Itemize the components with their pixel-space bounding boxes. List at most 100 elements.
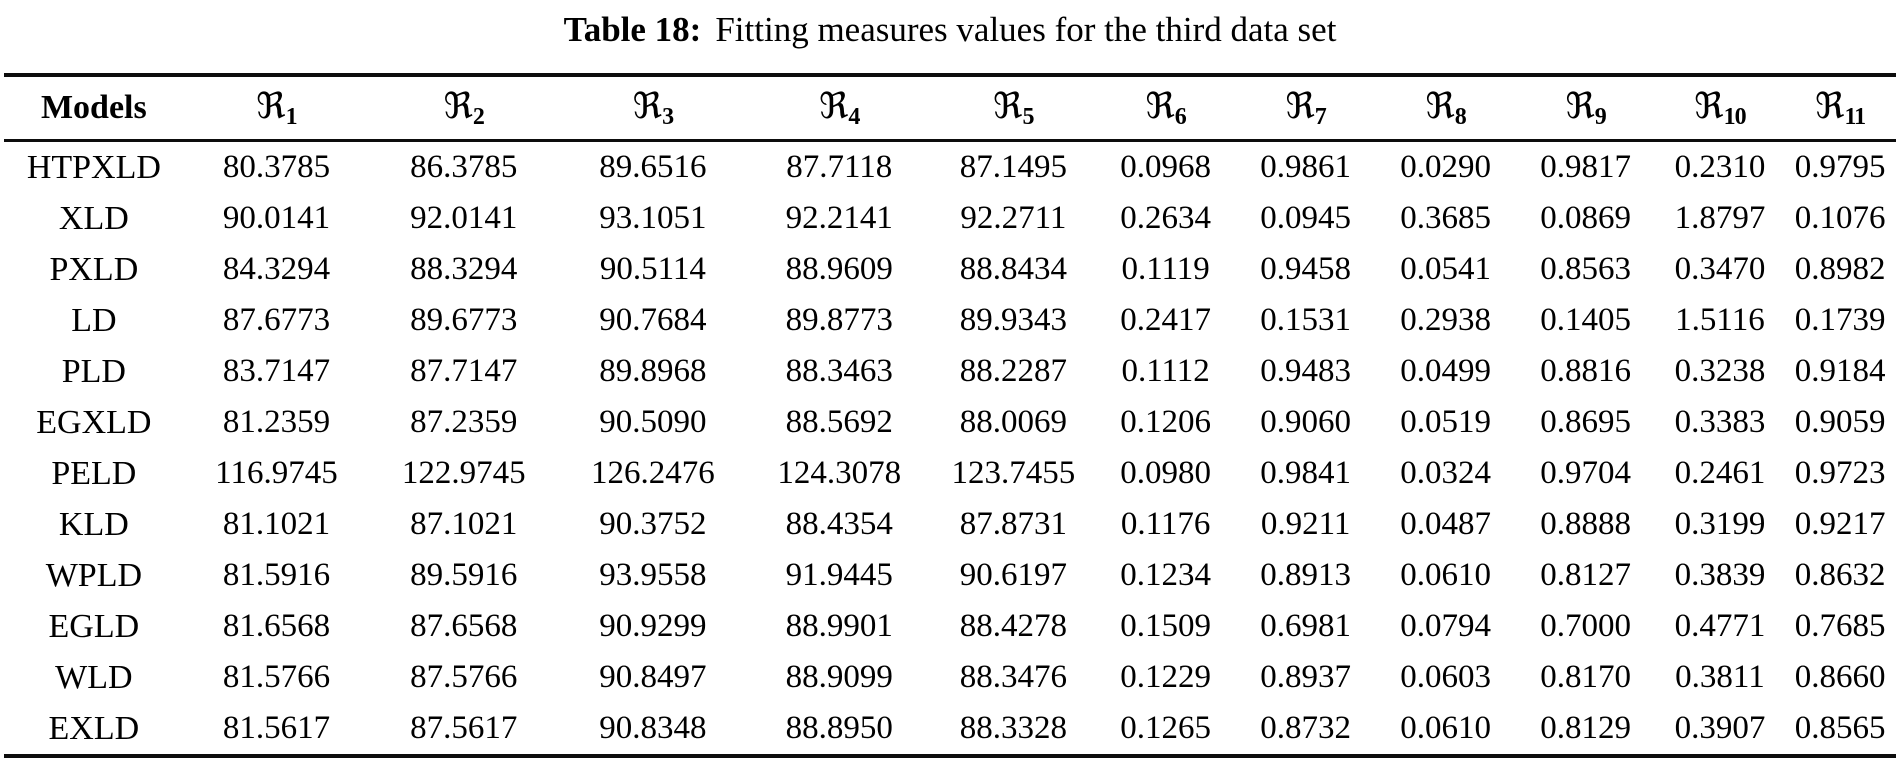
value-cell: 0.9841 <box>1260 455 1351 491</box>
value-cell: 0.1234 <box>1120 557 1211 593</box>
value-cell: 0.2310 <box>1674 149 1766 185</box>
value-cell: 0.2634 <box>1120 200 1211 236</box>
fraktur-r-subscript: 3 <box>662 103 674 130</box>
fitting-measures-table: Models ℜ1 ℜ2 ℜ3 ℜ4 ℜ5 ℜ6 ℜ7 ℜ8 ℜ9 ℜ10 ℜ11 HTPXLD 80.… <box>4 73 1896 758</box>
value-cell: 0.3238 <box>1674 353 1766 389</box>
model-cell: LD <box>71 301 117 339</box>
value-cell: 0.0499 <box>1400 353 1491 389</box>
value-cell: 0.1076 <box>1794 200 1886 236</box>
fraktur-r-subscript: 10 <box>1723 103 1747 130</box>
fraktur-r-subscript: 2 <box>472 103 485 130</box>
value-cell: 81.5766 <box>222 659 331 695</box>
value-cell: 0.9704 <box>1540 455 1631 491</box>
value-cell: 88.8950 <box>785 710 893 746</box>
value-cell: 0.2461 <box>1674 455 1766 491</box>
value-cell: 89.6773 <box>410 302 518 338</box>
value-cell: 0.7000 <box>1540 608 1631 644</box>
column-header-r6: ℜ6 <box>1096 75 1236 141</box>
value-cell: 0.2938 <box>1400 302 1491 338</box>
value-cell: 0.9059 <box>1794 404 1886 440</box>
value-cell: 0.8816 <box>1540 353 1631 389</box>
value-cell: 80.3785 <box>222 149 331 185</box>
value-cell: 81.5916 <box>222 557 331 593</box>
value-cell: 0.8732 <box>1260 710 1351 746</box>
value-cell: 0.8632 <box>1794 557 1886 593</box>
fraktur-r-symbol: ℜ <box>1694 85 1724 127</box>
value-cell: 0.8170 <box>1540 659 1631 695</box>
fraktur-r-symbol: ℜ <box>1145 85 1175 127</box>
value-cell: 124.3078 <box>777 455 902 491</box>
column-header-r2: ℜ2 <box>369 75 558 141</box>
value-cell: 90.0141 <box>222 200 331 236</box>
value-cell: 88.9901 <box>785 608 893 644</box>
value-cell: 92.2141 <box>785 200 893 236</box>
value-cell: 0.9211 <box>1260 506 1351 542</box>
value-cell: 0.4771 <box>1674 608 1766 644</box>
value-cell: 0.3383 <box>1674 404 1766 440</box>
header-row: Models ℜ1 ℜ2 ℜ3 ℜ4 ℜ5 ℜ6 ℜ7 ℜ8 ℜ9 ℜ10 ℜ11 <box>4 75 1896 141</box>
value-cell: 88.9099 <box>785 659 893 695</box>
value-cell: 0.0487 <box>1400 506 1491 542</box>
value-cell: 88.3476 <box>959 659 1067 695</box>
value-cell: 87.6773 <box>222 302 331 338</box>
value-cell: 0.0794 <box>1400 608 1491 644</box>
value-cell: 83.7147 <box>222 353 331 389</box>
fraktur-r-subscript: 5 <box>1022 103 1034 130</box>
value-cell: 0.0980 <box>1120 455 1211 491</box>
fraktur-r-subscript: 11 <box>1844 103 1866 130</box>
value-cell: 91.9445 <box>785 557 893 593</box>
table-row: EXLD 81.5617 87.5617 90.8348 88.8950 88.3328 0… <box>4 703 1896 756</box>
fraktur-r-symbol: ℜ <box>1425 85 1455 127</box>
value-cell: 0.1176 <box>1120 506 1211 542</box>
value-cell: 0.1739 <box>1794 302 1886 338</box>
value-cell: 0.9458 <box>1260 251 1351 287</box>
value-cell: 0.8695 <box>1540 404 1631 440</box>
value-cell: 92.2711 <box>960 200 1067 236</box>
value-cell: 87.2359 <box>410 404 518 440</box>
column-header-r5: ℜ5 <box>931 75 1096 141</box>
value-cell: 88.4354 <box>785 506 893 542</box>
table-caption: Table 18: Fitting measures values for the… <box>0 0 1900 54</box>
value-cell: 0.1405 <box>1540 302 1631 338</box>
value-cell: 87.7147 <box>410 353 518 389</box>
column-header-r11: ℜ11 <box>1784 75 1896 141</box>
value-cell: 0.1531 <box>1260 302 1351 338</box>
value-cell: 87.5617 <box>410 710 518 746</box>
value-cell: 90.8497 <box>599 659 707 695</box>
table-row: WLD 81.5766 87.5766 90.8497 88.9099 88.3476 0.… <box>4 652 1896 703</box>
value-cell: 87.8731 <box>959 506 1067 542</box>
value-cell: 0.7685 <box>1794 608 1886 644</box>
value-cell: 88.9609 <box>785 251 893 287</box>
value-cell: 0.3907 <box>1674 710 1766 746</box>
value-cell: 0.0945 <box>1260 200 1351 236</box>
value-cell: 89.8968 <box>599 353 707 389</box>
value-cell: 90.5090 <box>599 404 707 440</box>
value-cell: 87.7118 <box>786 149 893 185</box>
value-cell: 87.1495 <box>959 149 1067 185</box>
table-caption-label: Table 18: <box>563 10 702 49</box>
model-cell: PLD <box>61 352 126 390</box>
fraktur-r-symbol: ℜ <box>993 85 1023 127</box>
value-cell: 86.3785 <box>410 149 518 185</box>
table-row: EGXLD 81.2359 87.2359 90.5090 88.5692 88.0069… <box>4 397 1896 448</box>
column-header-r9: ℜ9 <box>1516 75 1656 141</box>
column-header-models: Models <box>40 89 147 126</box>
model-cell: HTPXLD <box>26 148 161 186</box>
value-cell: 0.0869 <box>1540 200 1631 236</box>
value-cell: 0.1229 <box>1120 659 1211 695</box>
fraktur-r-symbol: ℜ <box>819 85 849 127</box>
value-cell: 92.0141 <box>410 200 518 236</box>
table-row: KLD 81.1021 87.1021 90.3752 88.4354 87.8731 0.… <box>4 499 1896 550</box>
value-cell: 0.0968 <box>1120 149 1211 185</box>
value-cell: 90.8348 <box>599 710 707 746</box>
value-cell: 0.9795 <box>1794 149 1886 185</box>
value-cell: 89.6516 <box>599 149 707 185</box>
value-cell: 0.8660 <box>1794 659 1886 695</box>
fraktur-r-subscript: 7 <box>1314 103 1327 130</box>
value-cell: 81.6568 <box>222 608 331 644</box>
value-cell: 89.5916 <box>410 557 518 593</box>
value-cell: 0.0324 <box>1400 455 1491 491</box>
model-cell: EGXLD <box>36 403 152 441</box>
value-cell: 0.1509 <box>1120 608 1211 644</box>
